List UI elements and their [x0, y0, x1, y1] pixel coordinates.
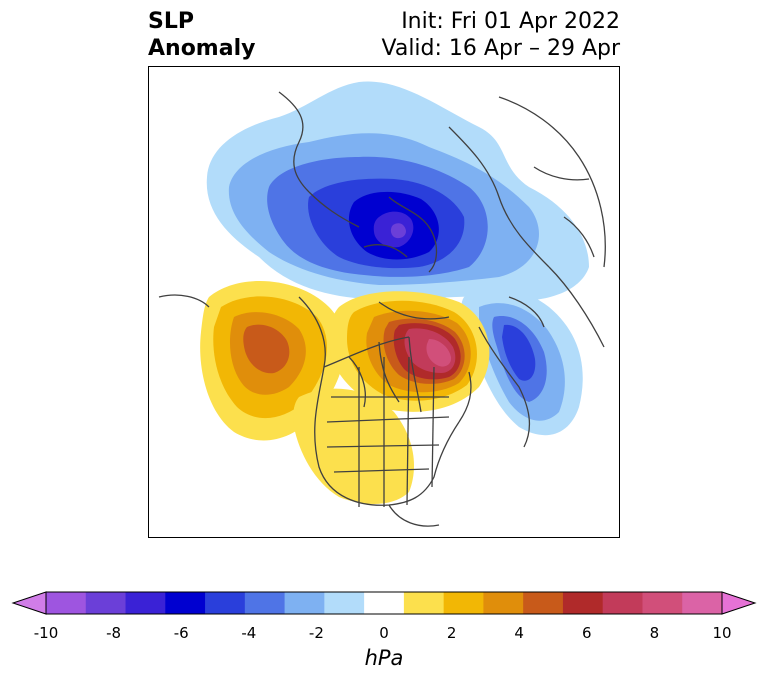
valid-range: Valid: 16 Apr – 29 Apr: [381, 36, 621, 61]
colorbar-outline: [45, 591, 723, 615]
negative-anomaly-arctic: [206, 81, 590, 301]
colorbar-cell: [523, 592, 564, 614]
colorbar-cell: [324, 592, 365, 614]
colorbar-cell: [642, 592, 683, 614]
colorbar-cell: [46, 592, 87, 614]
anomaly-map: [148, 66, 620, 538]
colorbar-tick-label: -4: [241, 624, 257, 642]
colorbar-cell: [682, 592, 723, 614]
init-date: Init: Fri 01 Apr 2022: [401, 9, 620, 34]
colorbar-cell: [602, 592, 643, 614]
colorbar-cell: [364, 592, 405, 614]
colorbar-extend-min: [11, 591, 47, 615]
colorbar-cells: [46, 592, 723, 614]
colorbar: [11, 591, 757, 615]
negative-anomaly-atlantic: [461, 288, 583, 436]
colorbar-cell: [284, 592, 325, 614]
map-title: SLP Anomaly: [148, 8, 255, 62]
colorbar-tick-label: -10: [33, 624, 59, 642]
map-outlines: [158, 91, 606, 527]
title-line-1: SLP: [148, 9, 194, 34]
positive-anomaly-hudson-greenland: [329, 291, 490, 412]
anomaly-map-svg: [158, 81, 606, 527]
colorbar-cell: [165, 592, 206, 614]
colorbar-tick-label: 2: [446, 624, 457, 642]
title-line-2: Anomaly: [148, 36, 256, 61]
colorbar-tick-label: 10: [712, 624, 732, 642]
colorbar-cell: [85, 592, 127, 614]
colorbar-tick-label: -2: [308, 624, 324, 642]
colorbar-cell: [483, 592, 524, 614]
colorbar-extend-max: [721, 591, 757, 615]
colorbar-tick-label: -8: [106, 624, 122, 642]
colorbar-cell: [443, 592, 484, 614]
colorbar-cell: [403, 592, 445, 614]
colorbar-tick-label: 0: [379, 624, 389, 642]
colorbar-cell: [205, 592, 246, 614]
colorbar-unit-label: hPa: [364, 646, 404, 670]
forecast-dates: Init: Fri 01 Apr 2022 Valid: 16 Apr – 29…: [382, 8, 621, 62]
colorbar-cell: [125, 592, 166, 614]
colorbar-tick-label: -6: [173, 624, 189, 642]
colorbar-tick-label: 4: [514, 624, 524, 642]
colorbar-tick-label: 8: [649, 624, 660, 642]
colorbar-tick-label: 6: [582, 624, 592, 642]
colorbar-cell: [244, 592, 286, 614]
colorbar-cell: [562, 592, 604, 614]
